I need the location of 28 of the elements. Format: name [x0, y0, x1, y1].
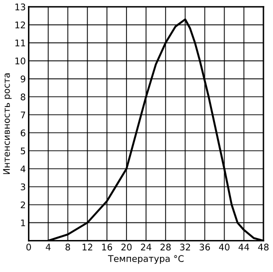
y-tick-label: 11 [15, 40, 26, 46]
x-tick-label: 40 [219, 244, 230, 250]
y-tick-label: 8 [20, 94, 26, 100]
y-tick-label: 9 [20, 76, 26, 82]
y-tick-label: 7 [20, 112, 26, 118]
y-tick-label: 3 [20, 183, 26, 190]
x-tick-label: 4 [46, 244, 51, 250]
y-axis-title: Интенсивность роста [3, 73, 12, 174]
x-tick-label: 36 [200, 244, 210, 250]
x-tick-label: 8 [66, 244, 70, 250]
x-tick-label: 20 [121, 244, 132, 250]
y-tick-label: 12 [15, 22, 25, 28]
y-tick-label: 10 [15, 58, 26, 64]
x-tick-label: 48 [258, 244, 269, 250]
x-tick-label: 24 [140, 244, 152, 250]
y-tick-label: 13 [15, 4, 26, 10]
x-tick-label: 12 [82, 244, 92, 250]
x-tick-label: 0 [26, 244, 31, 250]
x-tick-label: 44 [238, 244, 250, 250]
x-axis-title: Температура °С [108, 255, 184, 264]
y-tick-label: 2 [20, 201, 25, 208]
x-tick-label: 28 [160, 244, 171, 250]
y-tick-label: 1 [21, 220, 26, 226]
y-tick-label: 6 [20, 129, 26, 136]
x-tick-label: 16 [102, 244, 112, 250]
x-tick-label: 32 [180, 244, 190, 250]
y-tick-label: 5 [20, 148, 26, 154]
y-tick-label: 4 [20, 166, 26, 172]
